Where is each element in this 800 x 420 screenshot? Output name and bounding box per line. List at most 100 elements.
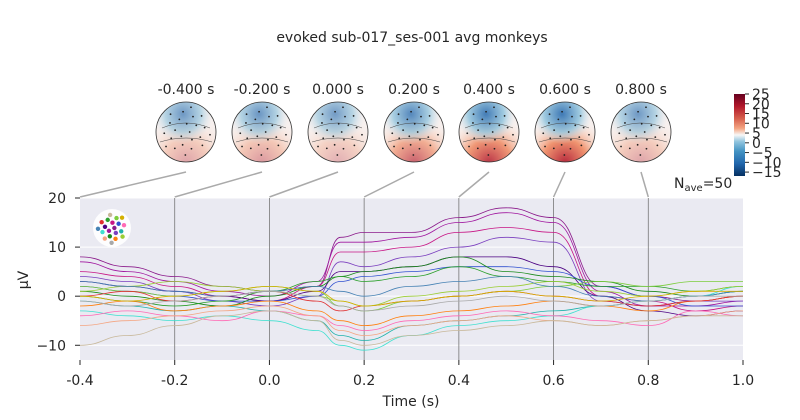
x-tick-label-5: 0.6 [542,373,564,389]
topomap-sensor-4-12 [472,122,474,124]
colorbar-gradient [734,94,745,176]
nave-prefix: N [674,176,684,192]
topomap-sensor-0-0 [188,131,191,133]
colorbar-tick-label-2: 15 [752,107,770,123]
topomap-sensor-3-3 [419,138,421,141]
topomap-contour-a-5 [540,122,590,129]
sensor-dot-ch-lime [114,215,119,221]
topomap-sensor-5-10 [571,115,573,118]
topomap-sensor-3-20 [397,113,400,116]
topomap-sensor-5-23 [569,106,571,109]
topomap-sensor-0-7 [178,118,181,121]
y-tick-label-1: 10 [48,240,66,256]
topomap-sensor-4-17 [466,132,469,135]
topomap-sensor-3-13 [431,126,434,129]
y-tick-label-3: −10 [36,338,66,354]
topomap-sensor-2-22 [317,145,319,148]
topomap-sensor-5-9 [549,137,552,140]
topomap-sensor-6-18 [655,115,658,117]
colorbar-tick-label-8: −15 [752,165,782,181]
topomap-sensor-5-6 [560,143,563,146]
topomap-sensor-4-21 [512,133,514,136]
topomap-sensor-3-17 [391,132,394,135]
topomap-sensor-2-20 [321,113,324,116]
topomap-sensor-5-22 [544,145,546,148]
sensor-dot-ch-green [105,217,110,223]
topomap-outline-5 [534,101,596,163]
topomap-sensor-0-2 [185,122,188,125]
topomap-sensor-6-20 [624,113,627,116]
topomap-sensor-4-1 [483,135,486,138]
topomap-negative-region-0 [156,102,216,162]
trace-ch-tan [80,310,743,346]
x-tick-label-3: 0.2 [353,373,375,389]
topomap-sensor-2-12 [321,122,323,124]
topomap-sensor-5-0 [567,131,570,133]
x-axis-ticks: -0.4 -0.2 0.0 0.2 0.4 0.6 0.8 1.0 [66,360,754,389]
time-connector-lines [79,171,650,198]
topomap-sensor-5-17 [542,132,545,135]
topomap-sensor-4-11 [493,147,496,150]
topomap-sensor-4-14 [476,147,479,150]
topomap-sensor-0-19 [184,154,187,156]
topomap-sensor-5-3 [570,138,572,141]
topomap-contour-a-0 [161,122,211,129]
topomap-sensor-6-22 [620,145,622,148]
colorbar-tick-label-3: 10 [752,116,770,132]
sensor-dot-ch-steelblue [95,226,101,232]
sensor-dot-ch-tan [107,212,113,218]
trace-ch-orange [80,295,743,327]
topomap-sensor-3-14 [401,147,404,150]
topomap-sensor-0-14 [173,147,176,150]
sensor-legend-dots [95,212,127,246]
topomap-sensor-6-8 [654,136,657,138]
x-tick-label-4: 0.4 [448,373,470,389]
topomap-outline-0 [155,101,217,163]
y-axis-ticks: 20 10 0 −10 [36,191,80,354]
topomap-sensor-0-5 [195,124,198,127]
sensor-dot-ch-blue [116,221,121,226]
topomap-5: 0.600 s [534,82,596,163]
topomap-sensor-5-7 [557,118,560,121]
topomap-sensor-3-16 [429,144,432,147]
topomap-sensor-6-1 [635,135,638,138]
topomap-sensor-1-8 [275,136,278,138]
topomap-sensor-0-22 [165,145,167,148]
topomap-sensor-3-9 [398,137,401,140]
x-tick-label-7: 1.0 [732,373,754,389]
trace-ch-gold [80,285,743,307]
topomap-sensor-0-1 [180,135,183,138]
topomap-sensor-5-18 [579,115,582,117]
topomap-sensor-4-8 [502,136,505,138]
topomap-sensor-0-11 [190,147,193,150]
topomap-contour-a-6 [616,122,666,129]
topomap-sensor-3-8 [427,136,430,138]
trace-ch-purple-2 [80,212,743,307]
topomap-sensor-1-10 [268,115,270,118]
sensor-dot-ch-gold [119,215,125,220]
x-tick-label-1: -0.2 [161,373,188,389]
topomap-sensor-6-21 [664,133,666,136]
topomap-sensor-3-22 [393,145,395,148]
topomap-sensor-0-15 [182,110,184,113]
topomap-sensor-3-21 [437,133,439,136]
topomap-sensor-2-14 [325,147,328,150]
topomap-sensor-4-7 [481,118,484,121]
topomap-sensor-6-19 [639,154,642,156]
topomap-outline-3 [383,101,445,163]
sensor-dot-ch-indigo [102,224,108,229]
topomap-sensor-2-13 [355,126,358,129]
topomap-1: -0.200 s [231,82,293,163]
topomap-sensor-6-13 [658,126,661,129]
connector-6 [640,171,650,198]
topomap-label-4: 0.400 s [463,82,515,98]
topomap-sensor-2-1 [332,135,335,138]
topomap-sensor-0-13 [203,126,206,129]
topomap-sensor-3-12 [397,122,399,124]
sensor-dot-ch-cyan [100,229,105,235]
topomap-sensor-6-6 [636,143,639,146]
trace-ch-olive [80,281,743,307]
topomap-sensor-3-6 [409,143,412,146]
topomap-sensor-3-23 [418,106,420,109]
